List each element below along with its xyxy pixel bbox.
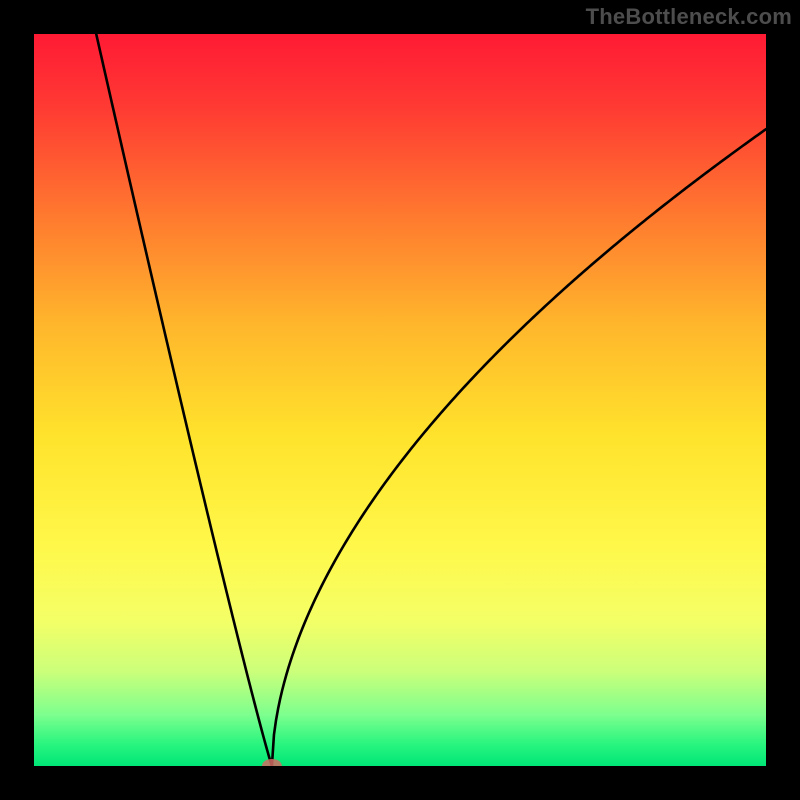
bottleneck-chart <box>0 0 800 800</box>
plot-area <box>34 34 766 773</box>
gradient-background <box>34 34 766 766</box>
watermark-text: TheBottleneck.com <box>586 4 792 30</box>
